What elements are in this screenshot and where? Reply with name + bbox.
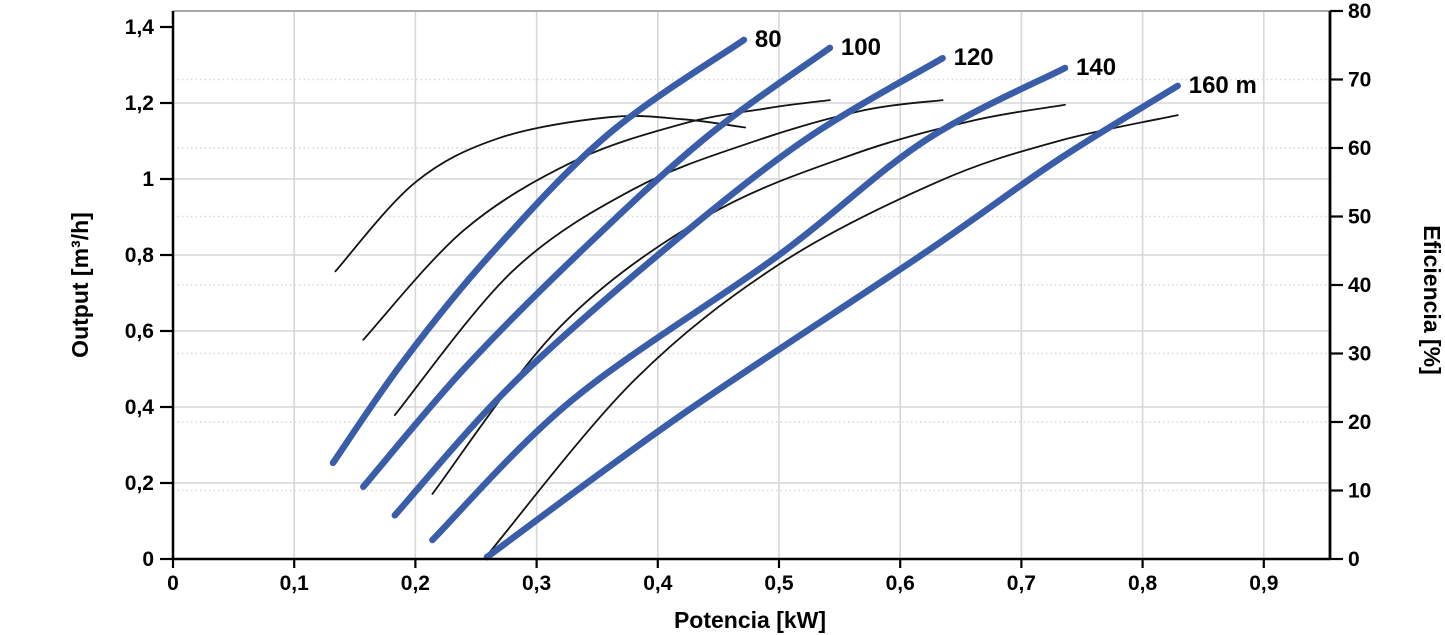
head-curve-label-100: 100 [841, 34, 881, 61]
left-tick-label: 1,4 [125, 16, 155, 39]
head-curve-label-120: 120 [954, 44, 994, 71]
head-curve-120 [391, 54, 946, 519]
head-curve-140 [429, 64, 1069, 544]
right-tick-label: 70 [1348, 69, 1371, 92]
left-tick-label: 0,2 [125, 472, 154, 495]
left-tick-label: 0,8 [125, 244, 155, 267]
right-tick-label: 80 [1348, 0, 1371, 23]
head-curve-100 [360, 44, 834, 491]
x-tick-label: 0 [167, 572, 179, 595]
left-tick-label: 1,2 [125, 92, 154, 115]
x-tick-label: 0,2 [401, 572, 430, 595]
left-tick-label: 1 [142, 168, 154, 191]
x-tick-label: 0,1 [280, 572, 310, 595]
left-tick-label: 0 [142, 548, 154, 571]
x-tick-label: 0,6 [886, 572, 915, 595]
head-curve-label-80: 80 [755, 26, 782, 53]
right-tick-label: 30 [1348, 343, 1371, 366]
left-tick-label: 0,4 [125, 396, 155, 419]
y-axis-title-right: Eficiencia [%] [1419, 225, 1445, 375]
efficiency-curve-80 [334, 115, 746, 273]
left-tick-label: 0,6 [125, 320, 154, 343]
efficiency-curve-160 [486, 114, 1179, 557]
x-tick-label: 0,4 [643, 572, 673, 595]
head-curve-label-140: 140 [1076, 54, 1116, 81]
y-axis-title-left: Output [m³/h] [67, 212, 93, 358]
efficiency-curve-140 [431, 103, 1066, 495]
x-tick-label: 0,9 [1249, 572, 1278, 595]
right-tick-label: 20 [1348, 411, 1371, 434]
right-tick-label: 10 [1348, 480, 1371, 503]
x-tick-label: 0,8 [1128, 572, 1158, 595]
x-tick-label: 0,5 [764, 572, 794, 595]
x-tick-label: 0,3 [522, 572, 551, 595]
right-tick-label: 60 [1348, 137, 1371, 160]
efficiency-curve-100 [362, 99, 831, 341]
x-axis-title: Potencia [kW] [674, 607, 826, 633]
right-tick-label: 0 [1348, 548, 1360, 571]
x-tick-label: 0,7 [1007, 572, 1036, 595]
right-tick-label: 50 [1348, 206, 1371, 229]
head-curve-80 [329, 36, 748, 467]
head-curve-label-160: 160 m [1189, 72, 1257, 99]
right-tick-label: 40 [1348, 274, 1371, 297]
head-curve-160 [483, 82, 1181, 561]
